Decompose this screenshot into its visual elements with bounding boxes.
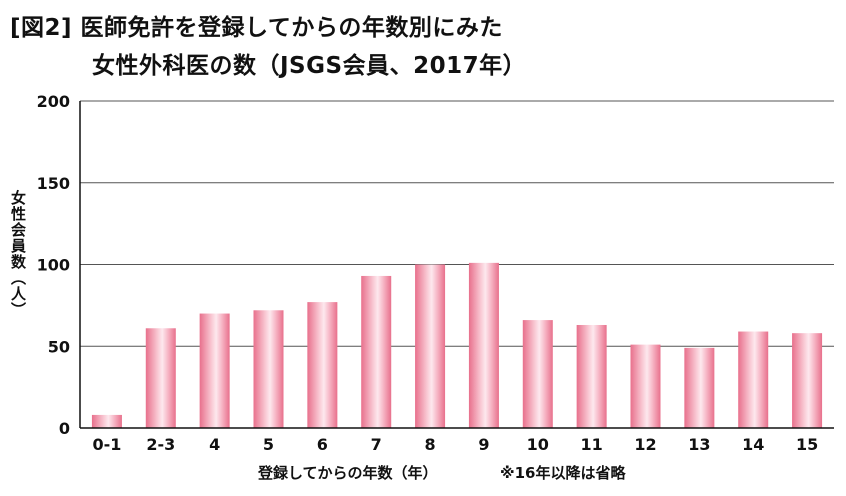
omission-note: ※16年以降は省略 bbox=[500, 464, 626, 482]
bar-8 bbox=[415, 264, 446, 428]
x-tick-label-10: 10 bbox=[527, 435, 549, 454]
bar-13 bbox=[684, 347, 715, 428]
bar-2-3 bbox=[145, 328, 176, 428]
bar-0-1 bbox=[91, 414, 122, 428]
x-tick-label-8: 8 bbox=[425, 435, 436, 454]
bar-9 bbox=[468, 262, 499, 428]
x-tick-label-7: 7 bbox=[371, 435, 382, 454]
bar-12 bbox=[630, 344, 661, 428]
grid-lines bbox=[80, 100, 834, 347]
y-tick-label-150: 150 bbox=[37, 174, 70, 193]
x-tick-label-5: 5 bbox=[263, 435, 274, 454]
bar-11 bbox=[576, 324, 607, 428]
bar-14 bbox=[738, 331, 769, 428]
bars bbox=[91, 262, 823, 428]
chart-title-line-2: 女性外科医の数（JSGS会員、2017年） bbox=[92, 53, 527, 79]
x-tick-label-4: 4 bbox=[209, 435, 220, 454]
y-axis-label: 女性会員数（人） bbox=[9, 190, 27, 318]
bar-15 bbox=[792, 333, 823, 428]
x-axis-label: 登録してからの年数（年） bbox=[258, 464, 438, 482]
bar-4 bbox=[199, 313, 230, 428]
bar-10 bbox=[522, 320, 553, 428]
x-tick-label-11: 11 bbox=[581, 435, 603, 454]
y-tick-label-0: 0 bbox=[59, 419, 70, 438]
x-tick-label-2-3: 2-3 bbox=[146, 435, 175, 454]
x-tick-label-0-1: 0-1 bbox=[92, 435, 121, 454]
axes bbox=[79, 101, 834, 429]
y-tick-labels: 0 50 100 150 200 bbox=[37, 92, 70, 438]
chart-title-line-1: [図2] 医師免許を登録してからの年数別にみた bbox=[10, 15, 503, 41]
x-tick-label-9: 9 bbox=[478, 435, 489, 454]
x-tick-label-14: 14 bbox=[742, 435, 764, 454]
x-tick-label-6: 6 bbox=[317, 435, 328, 454]
y-tick-label-100: 100 bbox=[37, 256, 70, 275]
bar-7 bbox=[361, 275, 392, 428]
bar-6 bbox=[307, 302, 338, 428]
x-tick-label-13: 13 bbox=[688, 435, 710, 454]
bar-5 bbox=[253, 310, 284, 428]
y-tick-label-50: 50 bbox=[48, 337, 70, 356]
x-tick-labels: 0-1 2-3 4 5 6 7 8 9 10 11 12 13 14 15 bbox=[92, 435, 818, 454]
x-tick-label-12: 12 bbox=[634, 435, 656, 454]
x-tick-label-15: 15 bbox=[796, 435, 818, 454]
y-tick-label-200: 200 bbox=[37, 92, 70, 111]
